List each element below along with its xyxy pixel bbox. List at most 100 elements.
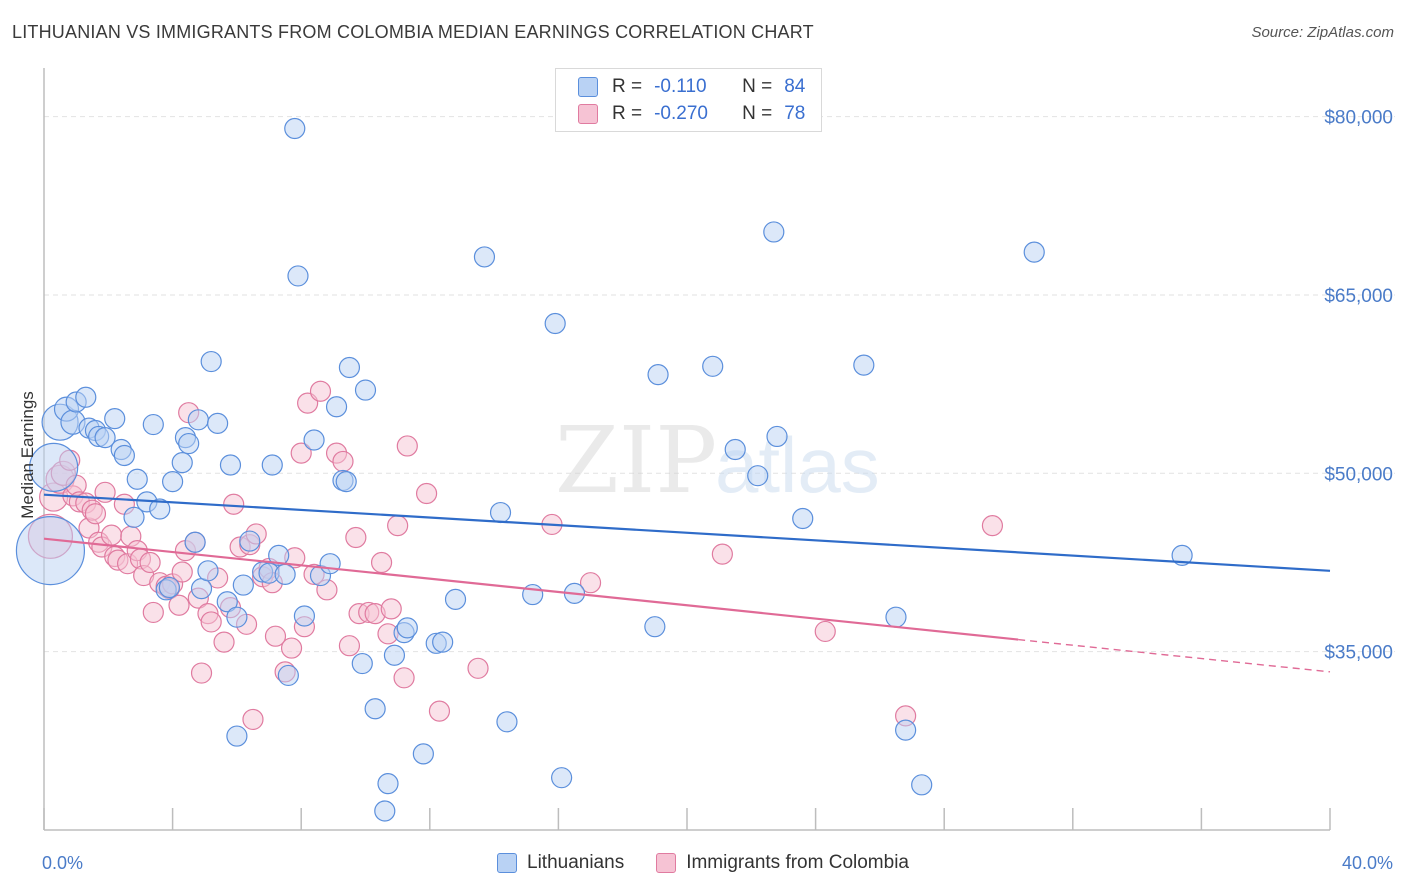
trend-lines (43, 493, 1331, 673)
lithuanians-point (158, 576, 180, 599)
colombia-point (84, 503, 107, 525)
lithuanians-point (364, 698, 386, 720)
colombia-point (396, 435, 418, 457)
watermark-zip: ZIP (555, 407, 717, 514)
colombia-point (213, 631, 235, 653)
legend-item-colombia[interactable]: Immigrants from Colombia (656, 852, 909, 874)
lithuanians-point (226, 725, 248, 747)
lithuanians-point (354, 379, 377, 401)
colombia-point (345, 526, 367, 549)
series-lithuanians (15, 117, 1193, 822)
lithuanians-point (335, 471, 357, 493)
lithuanians-point (432, 631, 454, 653)
legend-r-value: -0.110 (654, 76, 707, 97)
colombia-point (387, 515, 409, 537)
lithuanians-point (126, 468, 148, 490)
lithuanians-point (178, 432, 200, 455)
lithuanians-point (325, 396, 348, 418)
legend-r-label: R = (612, 103, 643, 124)
lithuanians-point (15, 515, 86, 586)
colombia-point (171, 561, 193, 583)
legend-n-value: 78 (784, 103, 806, 124)
lithuanians-point (200, 350, 222, 373)
colombia-point (100, 524, 123, 546)
lithuanians-point (338, 356, 361, 379)
lithuanians-point (1171, 544, 1193, 566)
x-tick-label-1: 40.0% (1342, 853, 1393, 873)
x-tick-label-0: 0.0% (42, 853, 83, 873)
y-tick-label-0: $35,000 (1324, 643, 1393, 664)
lithuanians-point (216, 591, 238, 613)
colombia-point (814, 620, 836, 643)
lithuanians-point (29, 442, 79, 492)
colombia-trend-extension (1018, 638, 1331, 673)
lithuanians-point (766, 425, 788, 448)
legend-row-lithuanians: R = -0.110 N = 84 (578, 74, 805, 100)
colombia-point (190, 662, 213, 684)
lithuanians-point (187, 409, 209, 431)
legend-item-lithuanians[interactable]: Lithuanians (497, 852, 624, 874)
legend-label-colombia: Immigrants from Colombia (686, 852, 909, 873)
lithuanians-point (383, 644, 406, 666)
colombia-point (242, 708, 264, 731)
legend-r-value: -0.270 (654, 103, 708, 124)
lithuanians-point (261, 454, 283, 476)
lithuanians-point (219, 454, 242, 476)
legend-label-lithuanians: Lithuanians (527, 852, 625, 873)
lithuanians-point (287, 265, 309, 287)
legend-swatch-blue (578, 77, 598, 97)
lithuanians-point (489, 501, 512, 524)
colombia-point (711, 543, 733, 565)
y-tick-label-3: $80,000 (1324, 108, 1393, 129)
lithuanians-point (162, 471, 184, 493)
lithuanians-point (551, 767, 573, 789)
legend-row-colombia: R = -0.270 N = 78 (578, 101, 805, 127)
colombia-point (579, 572, 602, 594)
colombia-point (139, 551, 161, 574)
lithuanians-point (544, 312, 566, 335)
colombia-point (981, 515, 1004, 537)
colombia-point (142, 601, 164, 624)
source-label: Source: ZipAtlas.com (1251, 24, 1394, 41)
series-legend: Lithuanians Immigrants from Colombia (0, 852, 1406, 874)
chart-title: LITHUANIAN VS IMMIGRANTS FROM COLOMBIA M… (12, 22, 814, 42)
lithuanians-point (149, 498, 171, 520)
lithuanians-point (724, 438, 746, 461)
y-tick-label-2: $65,000 (1324, 286, 1393, 307)
lithuanians-point (444, 588, 467, 610)
colombia-point (428, 700, 451, 722)
lithuanians-point (412, 743, 434, 765)
lithuanians-point (644, 616, 666, 638)
lithuanians-point (268, 544, 290, 566)
lithuanians-point (377, 773, 399, 795)
lithuanians-point (94, 427, 116, 449)
correlation-legend: R = -0.110 N = 84 R = -0.270 N = 78 (555, 68, 822, 132)
lithuanians-point (232, 574, 254, 596)
colombia-point (290, 442, 312, 464)
legend-n-label: N = (742, 76, 773, 97)
watermark: ZIP atlas (555, 407, 880, 514)
colombia-point (264, 625, 287, 647)
lithuanians-point (763, 221, 785, 243)
lithuanians-point (647, 364, 669, 386)
legend-swatch-pink (578, 104, 598, 124)
lithuanians-point (239, 530, 261, 552)
colombia-point (415, 482, 438, 505)
lithuanians-point (113, 444, 135, 467)
colombia-point (338, 635, 361, 657)
y-axis-label: Median Earnings (18, 391, 37, 519)
colombia-trend-line (43, 537, 1019, 641)
lithuanians-point (496, 711, 518, 733)
legend-n-value: 84 (784, 76, 806, 97)
colombia-point (332, 450, 354, 473)
colombia-point (200, 611, 222, 633)
lithuanians-point (853, 354, 875, 376)
lithuanians-point (1023, 241, 1045, 263)
y-tick-label-1: $50,000 (1324, 464, 1393, 485)
colombia-point (467, 657, 489, 679)
legend-n-label: N = (742, 103, 773, 124)
lithuanians-point (277, 664, 299, 687)
colombia-point (393, 667, 415, 689)
lithuanians-point (319, 553, 341, 575)
